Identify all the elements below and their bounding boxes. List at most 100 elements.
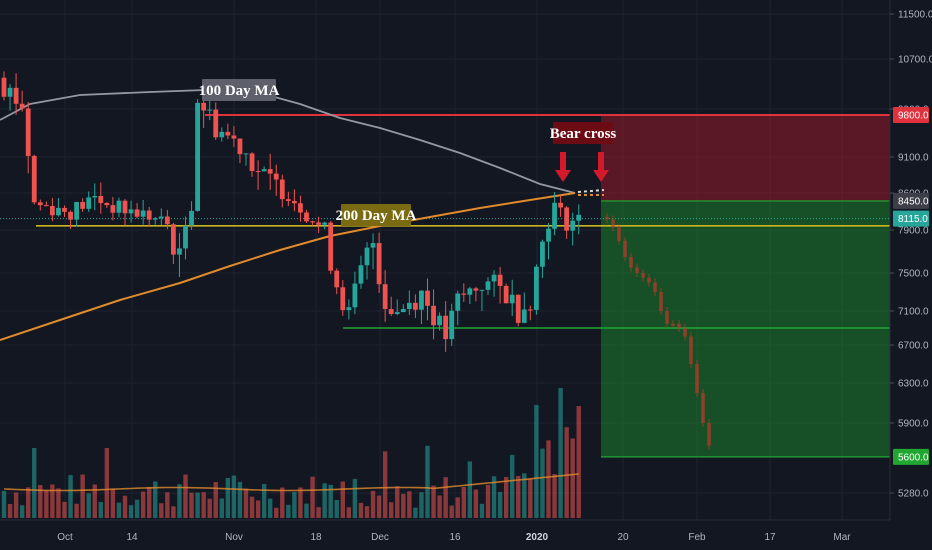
volume-bar: [389, 502, 394, 518]
candle-body: [116, 200, 122, 213]
annotations: 100 Day MA 200 Day MA Bear cross: [199, 79, 617, 226]
volume-bar: [298, 487, 303, 518]
candle-body: [37, 202, 43, 206]
price-badge-text: 9800.0: [898, 111, 929, 122]
volume-bar: [310, 476, 315, 518]
candle-body: [267, 169, 273, 174]
candle-body: [7, 87, 13, 97]
x-tick-label: 16: [449, 532, 461, 543]
volume-bar: [140, 491, 146, 518]
candle-body: [352, 283, 358, 308]
forecast-candle: [629, 256, 633, 268]
volume-bar: [189, 492, 194, 518]
ma-100-label[interactable]: 100 Day MA: [199, 79, 280, 101]
x-tick-label: Mar: [833, 532, 851, 543]
volume-bar: [286, 504, 291, 518]
candle-body: [558, 202, 563, 208]
volume-bar: [322, 483, 327, 518]
forecast-candle: [701, 393, 705, 423]
price-badge[interactable]: 8115.0: [893, 210, 929, 227]
ma-200-label-text: 200 Day MA: [336, 208, 417, 224]
volume-bar: [19, 505, 25, 518]
y-tick-label: 6700.0: [898, 341, 929, 352]
forecast-candle: [647, 277, 651, 283]
candle-body: [237, 138, 243, 155]
volume-bar: [352, 478, 358, 518]
volume-bar: [522, 473, 527, 518]
volume-bar: [413, 507, 418, 518]
trade-zones: [601, 115, 890, 457]
candle-body: [56, 207, 61, 216]
candle-body: [515, 294, 521, 323]
volume-bar: [153, 481, 158, 518]
y-tick-label: 5280.0: [898, 489, 929, 500]
candle-body: [128, 209, 134, 214]
volume-bar: [249, 496, 255, 518]
candle-body: [19, 103, 25, 109]
candle-body: [146, 210, 152, 220]
volume-bar: [334, 499, 339, 518]
candle-body: [31, 155, 37, 203]
candle-body: [13, 87, 19, 104]
candle-body: [152, 218, 158, 220]
volume-bar: [13, 492, 19, 518]
candle-body: [503, 285, 509, 304]
candle-body: [134, 209, 140, 217]
candle-body: [104, 203, 110, 206]
candle-body: [576, 214, 582, 221]
candle-body: [171, 224, 176, 255]
candle-body: [534, 266, 539, 310]
candle-body: [219, 131, 225, 138]
volume-bar: [497, 491, 503, 518]
volume-bar: [558, 388, 563, 518]
candle-body: [50, 206, 55, 216]
candle-body: [183, 225, 188, 249]
volume-bar: [201, 492, 206, 518]
ma-100-label-text: 100 Day MA: [199, 83, 280, 99]
volume-bars: [1, 388, 581, 518]
candle-body: [25, 108, 31, 156]
price-badge[interactable]: 9800.0: [893, 107, 929, 123]
volume-bar: [104, 448, 110, 518]
candle-body: [406, 302, 412, 310]
volume-bar: [74, 503, 79, 518]
volume-bar: [195, 492, 200, 518]
candle-body: [177, 248, 182, 255]
volume-bar: [540, 448, 545, 518]
volume-bar: [431, 485, 436, 518]
candle-body: [322, 222, 328, 225]
volume-bar: [171, 506, 176, 518]
candle-body: [225, 131, 231, 136]
volume-bar: [449, 505, 454, 518]
volume-bar: [467, 461, 473, 518]
candle-body: [570, 220, 576, 231]
candle-body: [110, 205, 116, 213]
bear-cross-label[interactable]: Bear cross: [550, 122, 617, 144]
volume-bar: [485, 484, 491, 518]
candle-body: [473, 288, 479, 291]
candle-body: [80, 202, 86, 209]
candle-body: [479, 289, 485, 291]
volume-bar: [243, 488, 249, 518]
risk-zone: [601, 115, 890, 201]
candle-body: [497, 274, 503, 286]
volume-bar: [552, 474, 557, 518]
candle-body: [425, 290, 430, 306]
volume-bar: [38, 484, 43, 518]
volume-bar: [570, 438, 575, 518]
volume-bar: [207, 498, 212, 518]
price-badge-bg: [893, 448, 929, 465]
ma-200-label[interactable]: 200 Day MA: [336, 204, 417, 226]
ma-100-line: [0, 89, 576, 194]
volume-bar: [473, 489, 479, 518]
candle-body: [92, 195, 98, 198]
ma-200-label-bg: [341, 204, 411, 226]
candle-body: [431, 305, 436, 326]
x-tick-label: 20: [617, 532, 629, 543]
price-badge[interactable]: 8450.0: [893, 192, 929, 209]
volume-bar: [183, 474, 188, 518]
volume-bar: [407, 491, 412, 518]
price-badge[interactable]: 5600.0: [893, 448, 929, 465]
